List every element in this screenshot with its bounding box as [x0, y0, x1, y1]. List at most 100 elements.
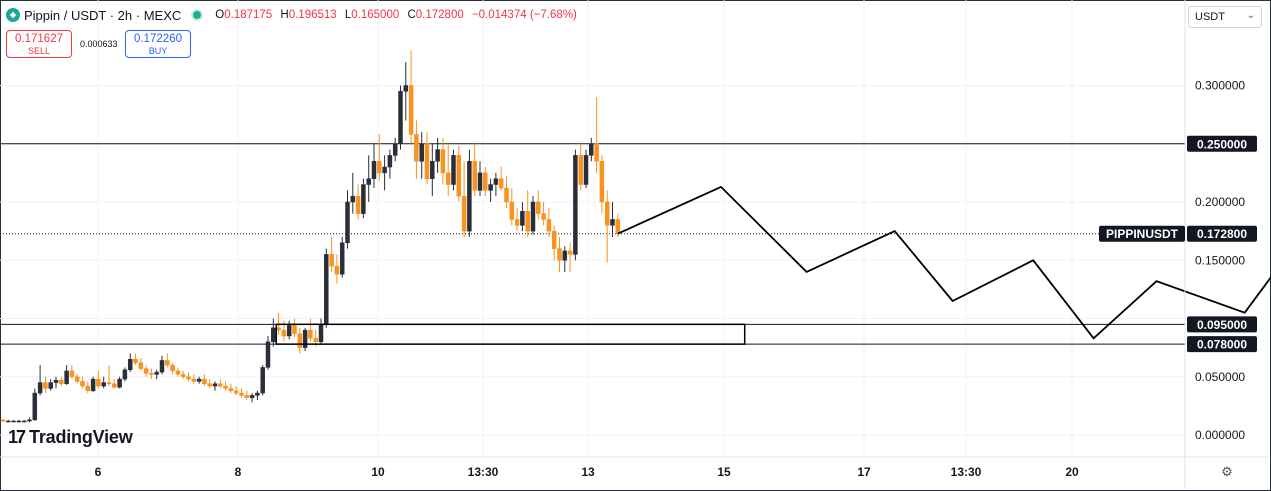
candle-down — [69, 370, 75, 377]
open-label: O — [215, 9, 225, 21]
candle-down — [461, 195, 467, 232]
tradingview-logo[interactable]: 17 TradingView — [8, 427, 133, 448]
level-price-label-bg — [1187, 316, 1257, 333]
candle-up — [573, 155, 578, 255]
sell-button[interactable]: 0.171627 SELL — [6, 30, 72, 58]
candle-down — [244, 395, 250, 398]
candle-up — [488, 184, 493, 191]
candle-up — [27, 419, 32, 422]
candle-down — [424, 143, 430, 179]
candle-up — [345, 201, 350, 244]
candle-down — [557, 248, 562, 261]
candle-up — [6, 420, 11, 423]
candle-up — [520, 211, 525, 226]
price-labels: 0.250000 0.095000 0.078000 0.172800 PIPPINUS… — [1099, 135, 1257, 353]
candle-down — [599, 160, 605, 203]
candle-down — [536, 201, 541, 214]
buy-price: 0.172260 — [134, 33, 182, 45]
candle-up — [530, 201, 536, 232]
candle-down — [133, 359, 138, 364]
candle-down — [223, 385, 228, 389]
zone-rectangle — [275, 323, 746, 345]
candle-down — [180, 374, 186, 378]
candle-down — [233, 390, 239, 394]
change-value: −0.014374 (−7.68%) — [471, 9, 577, 21]
time-axis-label: 13:30 — [951, 465, 982, 479]
candle-down — [408, 85, 414, 135]
candles — [0, 50, 621, 423]
chart-title[interactable]: Pippin / USDT · 2h · MEXC — [24, 7, 182, 23]
chevron-down-icon: ⌄ — [1246, 10, 1255, 21]
time-axis-label: 13 — [581, 465, 595, 479]
symbol-tag: PIPPINUSDT — [1106, 227, 1179, 241]
candle-up — [159, 360, 165, 373]
tradingview-wordmark: TradingView — [29, 427, 133, 447]
projection-path — [617, 185, 1271, 340]
candle-up — [127, 359, 133, 371]
tradingview-mark-icon: 17 — [8, 427, 26, 447]
candle-up — [403, 85, 409, 92]
buy-label: BUY — [148, 46, 168, 56]
candle-down — [297, 333, 303, 348]
candle-down — [74, 376, 80, 382]
candle-down — [377, 160, 382, 174]
candle-up — [477, 172, 483, 191]
candle-up — [32, 392, 38, 421]
candle-down — [445, 172, 451, 185]
candle-down — [355, 195, 361, 214]
candle-down — [175, 370, 181, 375]
time-axis-label: 6 — [95, 465, 102, 479]
candle-down — [165, 360, 170, 366]
ohlc-readout: O0.187175 H0.196513 L0.165000 C0.172800 … — [215, 9, 582, 21]
candle-down — [615, 219, 621, 234]
candle-up — [249, 395, 255, 398]
candle-up — [255, 392, 260, 396]
candle-up — [382, 166, 387, 174]
candle-down — [594, 143, 599, 162]
candle-down — [292, 325, 297, 334]
candle-down — [525, 211, 530, 232]
candle-up — [398, 91, 403, 144]
candle-up — [430, 160, 435, 179]
time-axis-label: 17 — [857, 465, 871, 479]
level-price-label: 0.078000 — [1197, 338, 1247, 352]
level-price-label: 0.095000 — [1197, 318, 1247, 332]
candle-down — [218, 383, 223, 387]
candle-up — [196, 378, 202, 382]
current-price-label-bg — [1187, 225, 1257, 242]
candle-down — [85, 385, 91, 391]
buy-button[interactable]: 0.172260 BUY — [125, 30, 191, 58]
candle-down — [276, 327, 281, 331]
candle-up — [302, 329, 308, 348]
level-price-label-bg — [1187, 336, 1257, 353]
candle-down — [239, 392, 244, 396]
candle-down — [43, 382, 48, 389]
candle-up — [324, 254, 329, 325]
candle-down — [207, 383, 212, 387]
candle-up — [392, 143, 398, 156]
low-label: L — [344, 9, 352, 21]
candle-down — [191, 378, 197, 382]
pippin-logo-icon — [6, 8, 20, 22]
candle-down — [186, 376, 191, 380]
candle-down — [472, 160, 477, 191]
candle-up — [467, 160, 472, 232]
time-axis-label: 15 — [717, 465, 731, 479]
grid — [0, 0, 1185, 457]
candle-down — [440, 149, 446, 174]
candle-up — [53, 379, 59, 383]
currency-select[interactable]: USDT ⌄ — [1188, 6, 1262, 28]
high-label: H — [280, 9, 289, 21]
candle-up — [21, 420, 27, 423]
drawings — [275, 185, 1271, 345]
candle-down — [281, 329, 287, 337]
symbol-tag-bg — [1099, 225, 1185, 242]
settings-icon[interactable]: ⚙ — [1221, 464, 1233, 479]
candle-up — [11, 420, 16, 423]
candle-down — [604, 201, 610, 226]
candle-down — [143, 368, 149, 374]
candle-up — [16, 420, 22, 423]
candle-down — [456, 155, 462, 197]
